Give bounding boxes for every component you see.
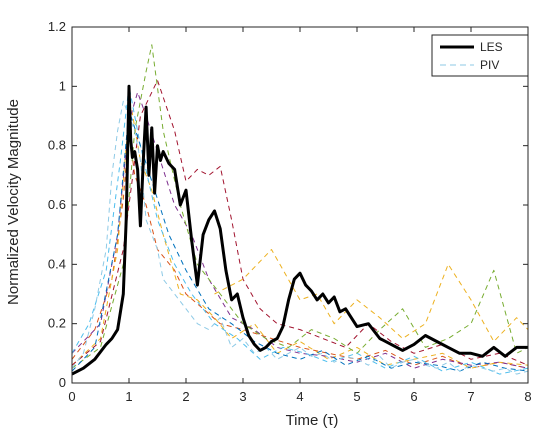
piv-trace-5 [71,79,529,366]
y-tick-label: 0.8 [48,138,66,153]
piv-trace-3 [71,91,529,369]
y-tick-label: 1 [59,78,66,93]
series-traces [71,44,529,376]
axis-ticks: 0 1 2 3 4 5 6 7 8 0 0.2 0.4 0.6 0.8 1 1.2 [48,19,532,404]
piv-series-line [71,100,529,375]
piv-trace-4 [71,44,529,369]
les-series-line [71,84,528,376]
y-tick-label: 0 [59,375,66,390]
y-tick-label: 0.6 [48,197,66,212]
x-tick-label: 0 [68,389,75,404]
piv-trace-2 [71,109,529,369]
x-tick-label: 4 [296,389,303,404]
piv-trace-7 [71,109,529,372]
x-tick-label: 8 [524,389,531,404]
x-tick-label: 3 [239,389,246,404]
x-tick-label: 6 [410,389,417,404]
x-tick-label: 7 [467,389,474,404]
piv-trace-1 [71,130,529,369]
legend-label-les: LES [480,40,503,54]
legend: LES PIV [431,34,529,77]
piv-trace-6 [71,85,529,375]
x-tick-label: 1 [125,389,132,404]
x-tick-label: 5 [353,389,360,404]
y-tick-label: 1.2 [48,19,66,34]
legend-label-piv: PIV [480,58,499,72]
x-axis-label: Time (τ) [286,412,339,429]
y-tick-label: 0.4 [48,256,66,271]
y-tick-label: 0.2 [48,316,66,331]
legend-box [431,34,529,77]
piv-trace-8 [214,249,529,342]
x-tick-label: 2 [182,389,189,404]
y-axis-label: Normalized Velocity Magnitude [5,99,22,305]
